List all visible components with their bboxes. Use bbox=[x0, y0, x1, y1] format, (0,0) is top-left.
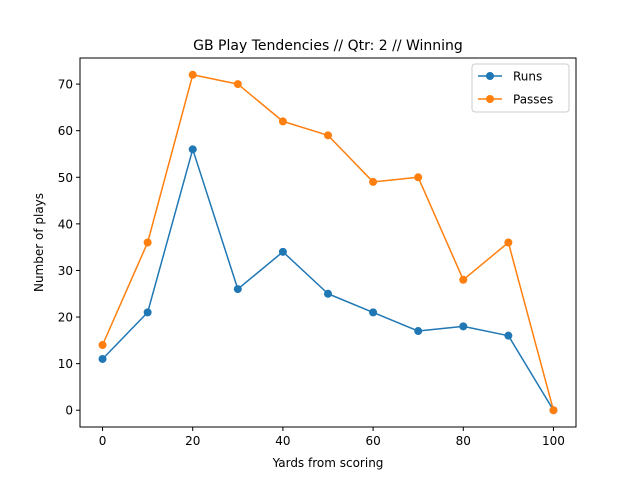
y-tick-label: 10 bbox=[58, 357, 73, 371]
legend-marker-passes bbox=[486, 95, 494, 103]
y-tick-label: 0 bbox=[65, 404, 73, 418]
data-point-passes bbox=[98, 341, 107, 349]
data-point-passes bbox=[278, 117, 287, 126]
data-point-runs bbox=[278, 247, 287, 256]
data-point-runs bbox=[188, 145, 197, 154]
data-point-passes bbox=[369, 177, 378, 186]
x-tick-label: 40 bbox=[275, 434, 290, 448]
x-tick-label: 100 bbox=[542, 434, 565, 448]
data-point-passes bbox=[459, 275, 468, 284]
series-layer bbox=[98, 70, 558, 415]
y-tick-label: 60 bbox=[58, 124, 73, 138]
data-point-runs bbox=[143, 308, 152, 317]
data-point-passes bbox=[504, 238, 513, 247]
y-tick-label: 20 bbox=[58, 311, 73, 325]
legend-label-passes: Passes bbox=[513, 93, 553, 107]
data-point-passes bbox=[233, 80, 242, 89]
y-tick-label: 50 bbox=[58, 171, 73, 185]
x-tick-label: 20 bbox=[185, 434, 200, 448]
data-point-runs bbox=[98, 354, 107, 363]
data-point-passes bbox=[324, 131, 332, 140]
y-axis-ticks: 0 10 20 30 40 50 60 70 bbox=[58, 78, 80, 418]
y-axis-label: Number of plays bbox=[32, 193, 46, 292]
data-point-runs bbox=[504, 331, 513, 340]
plot-frame bbox=[79, 57, 577, 428]
data-point-runs bbox=[369, 308, 378, 317]
data-point-runs bbox=[459, 322, 468, 331]
legend: Runs Passes bbox=[471, 63, 570, 113]
data-point-runs bbox=[414, 327, 423, 336]
data-point-passes bbox=[414, 173, 423, 182]
data-point-passes bbox=[549, 406, 558, 415]
y-tick-label: 40 bbox=[58, 217, 73, 231]
data-point-runs bbox=[233, 285, 242, 294]
x-tick-label: 60 bbox=[365, 434, 380, 448]
data-point-passes bbox=[188, 70, 197, 79]
legend-marker-runs bbox=[486, 72, 494, 80]
data-point-runs bbox=[324, 289, 332, 298]
x-tick-label: 80 bbox=[456, 434, 471, 448]
y-tick-label: 30 bbox=[58, 264, 73, 278]
chart-title: GB Play Tendencies // Qtr: 2 // Winning bbox=[193, 38, 463, 54]
x-axis-ticks: 0 20 40 60 80 100 bbox=[99, 427, 565, 448]
x-axis-label: Yards from scoring bbox=[272, 456, 384, 470]
data-point-passes bbox=[143, 238, 152, 247]
legend-label-runs: Runs bbox=[513, 70, 542, 84]
y-tick-label: 70 bbox=[58, 78, 73, 92]
x-tick-label: 0 bbox=[99, 434, 107, 448]
